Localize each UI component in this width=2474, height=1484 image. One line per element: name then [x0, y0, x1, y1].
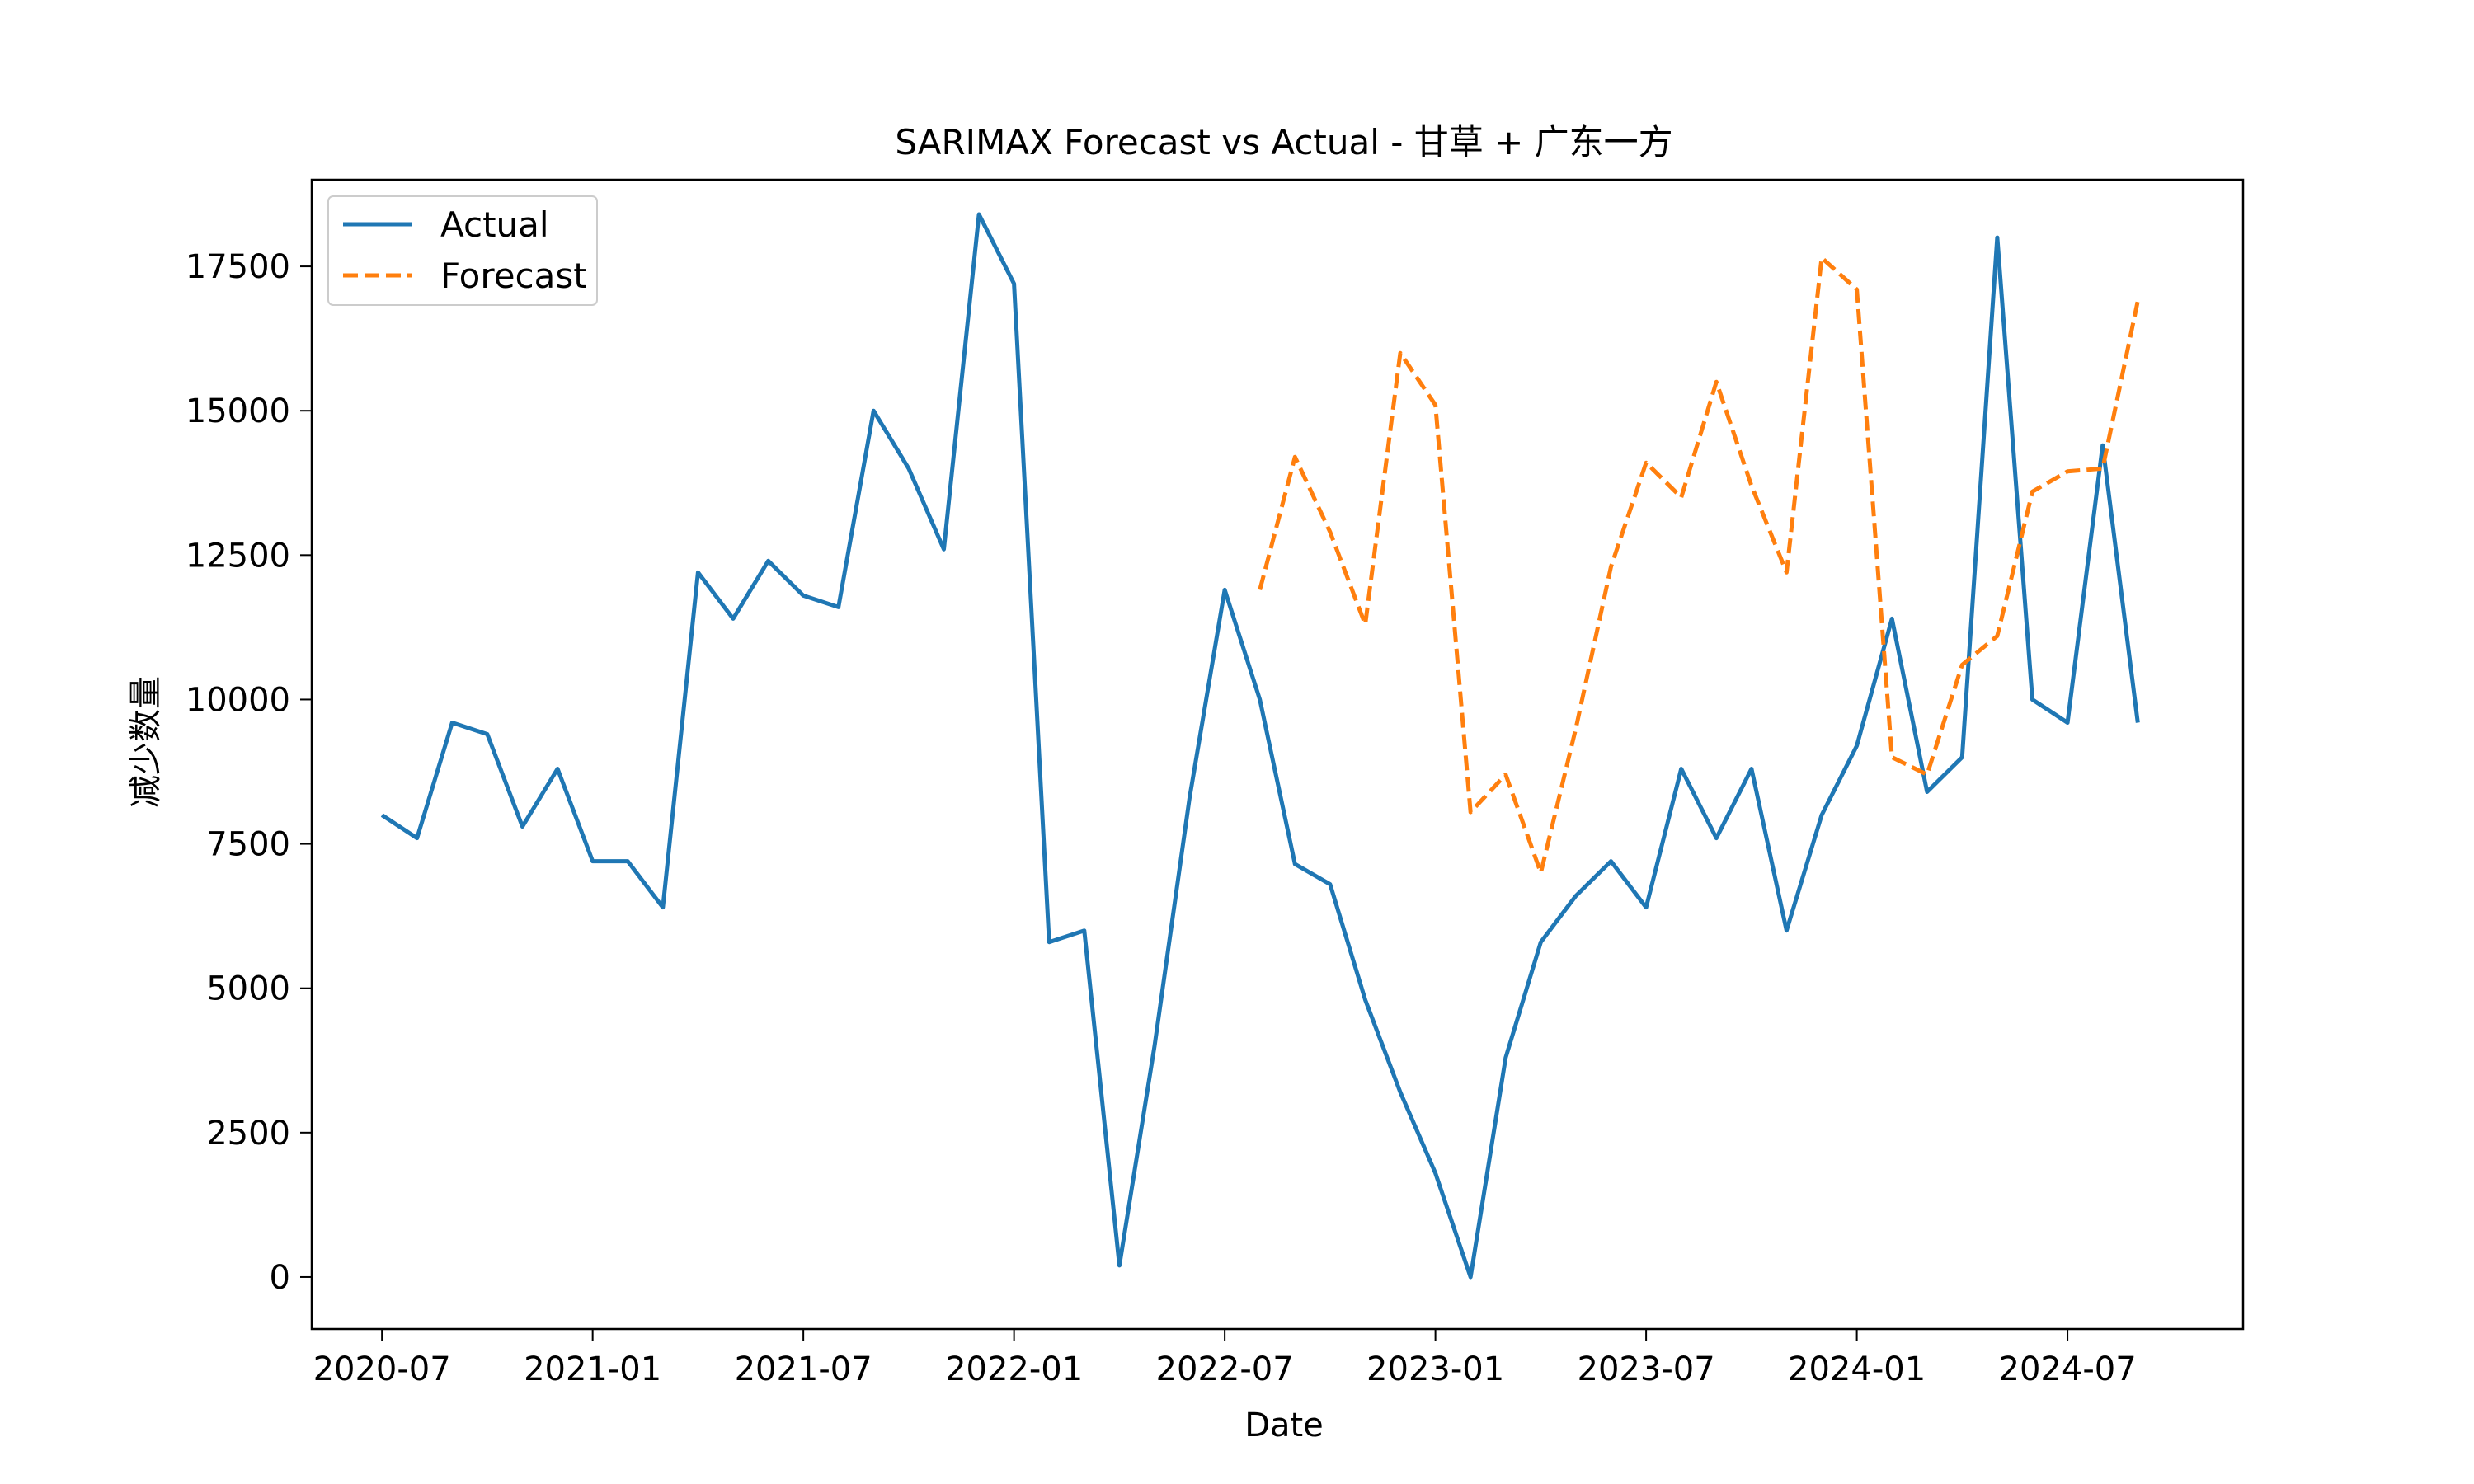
plot-area	[380, 212, 2140, 1280]
x-axis-label: Date	[1244, 1407, 1324, 1444]
x-tick-label: 2022-01	[945, 1350, 1083, 1388]
chart-title: SARIMAX Forecast vs Actual - 甘草 + 广东一方	[895, 122, 1672, 162]
y-axis: 0 2500 5000 7500 10000 12500 15000 17500	[186, 248, 312, 1297]
series-line-forecast	[1258, 256, 2140, 876]
series-line-actual	[380, 212, 2140, 1280]
y-tick-label: 15000	[186, 392, 290, 430]
x-tick-label: 2023-07	[1578, 1350, 1715, 1388]
x-tick-label: 2020-07	[313, 1350, 451, 1388]
legend: Actual Forecast	[327, 195, 598, 306]
y-tick-label: 12500	[186, 537, 290, 575]
x-tick-label: 2024-01	[1788, 1350, 1926, 1388]
x-axis: 2020-07 2021-01 2021-07 2022-01 2022-07 2023-…	[313, 1329, 2137, 1388]
axes-frame	[310, 178, 2245, 1331]
x-tick-label: 2021-01	[524, 1350, 661, 1388]
legend-label-actual: Actual	[440, 204, 549, 245]
y-tick-label: 7500	[206, 826, 290, 864]
legend-label-forecast: Forecast	[440, 256, 587, 296]
x-tick-label: 2023-01	[1366, 1350, 1504, 1388]
y-tick-label: 17500	[186, 248, 290, 286]
y-tick-label: 5000	[206, 970, 290, 1008]
y-tick-label: 2500	[206, 1115, 290, 1153]
y-axis-label: 减少数量	[127, 676, 165, 808]
y-tick-label: 0	[270, 1259, 290, 1297]
y-tick-label: 10000	[186, 681, 290, 719]
x-tick-label: 2022-07	[1156, 1350, 1294, 1388]
x-tick-label: 2021-07	[735, 1350, 872, 1388]
x-tick-label: 2024-07	[1999, 1350, 2137, 1388]
